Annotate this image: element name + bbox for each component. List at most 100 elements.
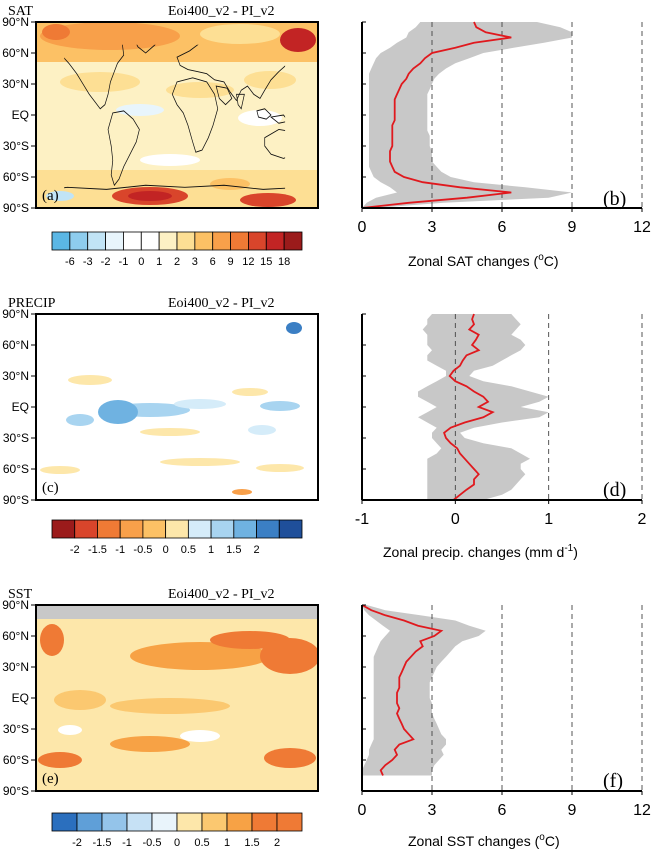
sat-colorbar: -6 -3 -2 -1 0 1 2 3 6 9 12 15 18: [51, 231, 303, 268]
lat-tick-label: 60°N: [2, 629, 29, 643]
panel-label: (e): [42, 771, 59, 787]
colorbar-tick-label: -2: [72, 837, 82, 849]
colorbar-tick-label: 1: [156, 256, 162, 268]
profile-xlabel: Zonal precip. changes (mm d-1): [383, 543, 578, 560]
x-tick-label: 3: [428, 802, 437, 819]
x-tick-label: 6: [498, 802, 507, 819]
range-envelope: [362, 22, 572, 208]
colorbar-swatch: [142, 519, 167, 539]
x-tick-label: 9: [568, 802, 577, 819]
colorbar-swatch: [276, 812, 303, 832]
colorbar-swatch: [226, 812, 253, 832]
colorbar-tick-label: 9: [228, 256, 234, 268]
map-title: Eoi400_v2 - PI_v2: [168, 587, 275, 602]
lat-tick-label: 30°S: [3, 431, 29, 445]
lat-tick-label: 90°N: [2, 307, 29, 321]
map-lat-labels: 90°N 60°N 30°N EQ 30°S 60°S 90°S: [2, 307, 36, 507]
x-tick-label: 0: [451, 511, 460, 528]
map-variable-label: SST: [8, 587, 33, 602]
colorbar-tick-label: 2: [253, 544, 259, 556]
map-title: Eoi400_v2 - PI_v2: [168, 4, 275, 19]
colorbar-swatch: [230, 231, 249, 251]
precip-colorbar: -2 -1.5 -1 -0.5 0 0.5 1 1.5 2: [51, 519, 303, 556]
map-variable-label: PRECIP: [8, 296, 56, 311]
lat-tick-label: EQ: [12, 691, 29, 705]
colorbar-tick-label: -2: [101, 256, 111, 268]
colorbar-swatch: [105, 231, 124, 251]
x-tick-label: 2: [638, 511, 647, 528]
x-tick-label: 9: [568, 219, 577, 236]
range-envelope: [418, 314, 549, 500]
lat-tick-label: 90°S: [3, 784, 29, 798]
lat-tick-label: 30°S: [3, 722, 29, 736]
colorbar-swatch: [101, 812, 128, 832]
sat-field: [36, 22, 318, 208]
colorbar-swatch: [201, 812, 228, 832]
zonal-mean-line: [361, 21, 512, 209]
colorbar-tick-label: 1: [224, 837, 230, 849]
panel-label: (c): [42, 480, 59, 496]
colorbar-swatch: [87, 231, 106, 251]
profile-xlabel: Zonal SAT changes (oC): [408, 252, 559, 269]
x-tick-label: 3: [428, 219, 437, 236]
lat-tick-label: 60°S: [3, 753, 29, 767]
precip-field: [40, 322, 304, 495]
x-tick-label: 1: [544, 511, 553, 528]
colorbar-swatch: [74, 519, 98, 539]
x-tick-label: 12: [633, 802, 651, 819]
colorbar-swatch: [51, 519, 76, 539]
colorbar-swatch: [176, 231, 196, 251]
profile-xlabel: Zonal SST changes (oC): [408, 832, 560, 849]
colorbar-tick-label: 0: [174, 837, 180, 849]
lat-tick-label: 90°S: [3, 201, 29, 215]
colorbar-tick-label: 6: [210, 256, 216, 268]
lat-tick-label: 90°S: [3, 493, 29, 507]
colorbar-tick-label: 0: [163, 544, 169, 556]
lat-tick-label: 60°S: [3, 462, 29, 476]
zonal-mean-line: [443, 313, 495, 501]
profile-plot-precip: -1 0 1 2: [355, 313, 647, 528]
colorbar-swatch: [210, 519, 235, 539]
colorbar-tick-label: -1.5: [88, 544, 107, 556]
x-tick-label: 0: [358, 219, 367, 236]
colorbar-tick-label: 0.5: [194, 837, 209, 849]
colorbar-swatch: [158, 231, 178, 251]
panel-label: (d): [603, 479, 626, 501]
colorbar-swatch: [248, 231, 267, 251]
panel-label: (a): [42, 188, 59, 204]
lat-tick-label: 30°N: [2, 77, 29, 91]
colorbar-swatch: [51, 812, 78, 832]
panel-label: (f): [603, 770, 623, 792]
colorbar-swatch: [283, 231, 303, 251]
map-lat-labels: 90°N 60°N 30°N EQ 30°S 60°S 90°S: [2, 15, 36, 215]
colorbar-swatch: [176, 812, 203, 832]
zonal-mean-line: [361, 604, 444, 776]
colorbar-swatch: [69, 231, 89, 251]
colorbar-swatch: [165, 519, 189, 539]
map-panel-sst: [35, 604, 319, 792]
colorbar-swatch: [265, 231, 285, 251]
map-title: Eoi400_v2 - PI_v2: [168, 296, 275, 311]
range-envelope: [362, 605, 486, 776]
colorbar-tick-label: 3: [192, 256, 198, 268]
colorbar-swatch: [51, 231, 71, 251]
map-panel-precip: [35, 313, 319, 501]
lat-tick-label: 60°N: [2, 338, 29, 352]
colorbar-tick-label: -1: [122, 837, 132, 849]
colorbar-tick-label: -2: [70, 544, 80, 556]
lat-tick-label: EQ: [12, 108, 29, 122]
colorbar-tick-label: -1.5: [93, 837, 112, 849]
colorbar-swatch: [278, 519, 303, 539]
colorbar-swatch: [256, 519, 280, 539]
colorbar-swatch: [140, 231, 160, 251]
colorbar-tick-label: -0.5: [143, 837, 162, 849]
colorbar-swatch: [76, 812, 103, 832]
panel-label: (b): [603, 188, 626, 210]
colorbar-swatch: [187, 519, 212, 539]
lat-tick-label: 60°N: [2, 46, 29, 60]
colorbar-swatch: [233, 519, 257, 539]
lat-tick-label: EQ: [12, 400, 29, 414]
x-tick-label: -1: [355, 511, 369, 528]
lat-tick-label: 90°N: [2, 15, 29, 29]
